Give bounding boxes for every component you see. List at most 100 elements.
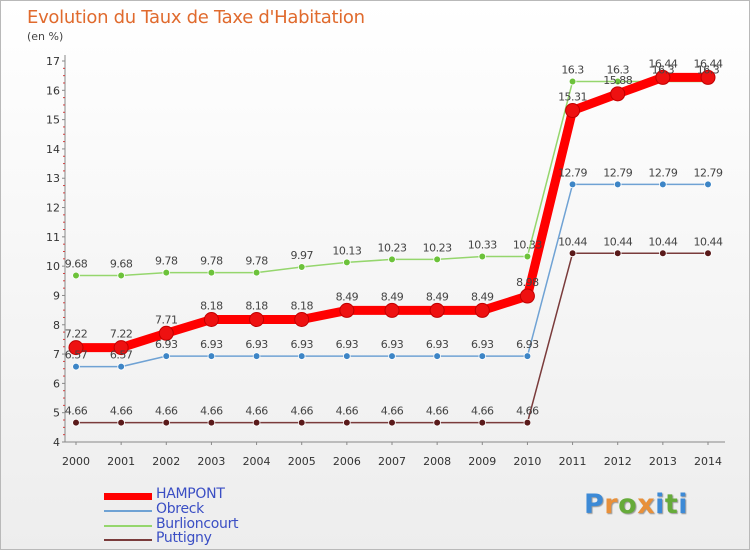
legend-swatch-burlioncourt [104,525,152,527]
x-tick-label: 2006 [333,455,361,468]
data-label-puttigny: 10.44 [603,235,632,248]
data-point-hampont [700,69,716,85]
x-tick-label: 2000 [62,455,90,468]
y-tick-label: 17 [46,55,60,68]
data-point-obreck [343,352,351,360]
data-point-hampont [655,69,671,85]
data-label-hampont: 7.22 [110,328,133,341]
legend-swatch-obreck [104,510,152,512]
data-point-obreck [117,362,125,371]
data-point-puttigny [343,418,351,427]
unit-label: (en %) [27,30,64,43]
data-label-puttigny: 4.66 [471,405,494,418]
data-point-puttigny [207,418,216,427]
data-point-puttigny [478,418,487,427]
y-tick-label: 10 [46,260,60,273]
data-label-hampont: 15.31 [558,91,587,104]
data-label-hampont: 7.71 [155,313,178,326]
x-tick-label: 2011 [559,455,587,468]
data-point-burlioncourt [297,263,306,271]
data-point-puttigny [72,418,80,427]
data-point-puttigny [388,418,396,427]
logo-letter: o [618,489,638,520]
x-tick-label: 2010 [513,455,541,468]
data-label-obreck: 6.57 [65,349,88,362]
y-tick-label: 13 [46,172,60,185]
chart-title: Evolution du Taux de Taxe d'Habitation [27,7,365,28]
data-point-puttigny [568,249,577,258]
data-label-obreck: 12.79 [694,166,723,179]
series-lines [68,69,716,427]
data-point-puttigny [613,249,622,258]
data-point-puttigny [297,418,306,427]
data-label-burlioncourt: 9.68 [65,258,88,271]
data-point-hampont [610,86,626,102]
data-point-hampont [429,302,445,318]
logo-letter: i [678,489,689,520]
y-tick-label: 6 [53,377,60,390]
x-tick-label: 2014 [694,455,722,468]
data-point-puttigny [523,418,532,427]
data-point-hampont [249,311,265,327]
data-label-obreck: 6.57 [110,349,133,362]
data-point-burlioncourt [388,255,396,264]
data-label-obreck: 6.93 [200,338,223,351]
data-label-burlioncourt: 10.33 [513,238,542,251]
data-label-burlioncourt: 10.33 [468,238,497,251]
logo-letter: i [655,489,665,520]
data-label-puttigny: 4.66 [336,405,359,418]
data-label-puttigny: 10.44 [558,235,587,248]
x-tick-label: 2013 [649,455,677,468]
legend-swatch-puttigny [104,539,152,541]
logo-letter: x [637,489,656,520]
data-point-hampont [158,325,174,341]
data-point-burlioncourt [433,255,441,264]
y-tick-label: 12 [46,202,60,215]
data-label-hampont: 16.44 [648,57,677,70]
legend-label-obreck: Obreck [156,501,204,517]
data-label-obreck: 6.93 [290,338,313,351]
data-point-hampont [294,311,310,327]
data-label-obreck: 6.93 [336,338,359,351]
series-puttigny [72,249,712,427]
data-point-hampont [474,302,490,318]
data-label-obreck: 6.93 [516,338,539,351]
series-obreck [72,180,712,371]
data-label-puttigny: 10.44 [694,235,723,248]
data-point-burlioncourt [343,258,351,267]
data-point-obreck [72,362,80,371]
x-tick-label: 2009 [468,455,496,468]
data-label-puttigny: 4.66 [110,405,133,418]
legend-label-hampont: HAMPONT [156,486,225,502]
data-point-puttigny [162,418,171,427]
data-label-obreck: 12.79 [558,166,587,179]
data-point-puttigny [659,249,667,258]
data-label-hampont: 8.49 [336,290,359,303]
data-label-puttigny: 4.66 [516,405,539,418]
x-tick-label: 2012 [604,455,632,468]
data-point-hampont [113,340,129,356]
data-label-hampont: 8.18 [200,299,223,312]
x-tick-label: 2008 [423,455,451,468]
data-label-obreck: 6.93 [381,338,404,351]
data-label-burlioncourt: 9.78 [245,255,268,268]
data-label-hampont: 8.49 [381,290,404,303]
data-label-puttigny: 4.66 [245,405,268,418]
data-label-burlioncourt: 10.23 [378,241,407,254]
data-label-obreck: 6.93 [155,338,178,351]
data-label-obreck: 12.79 [648,166,677,179]
data-label-burlioncourt: 9.97 [290,249,313,262]
x-tick-label: 2002 [152,455,180,468]
data-point-obreck [297,352,306,360]
data-label-obreck: 6.93 [426,338,449,351]
y-tick-label: 9 [53,289,60,302]
x-tick-label: 2003 [197,455,225,468]
data-label-obreck: 12.79 [603,166,632,179]
data-label-burlioncourt: 9.78 [200,255,223,268]
data-label-obreck: 6.93 [471,338,494,351]
data-label-burlioncourt: 10.23 [423,241,452,254]
data-label-puttigny: 10.44 [648,235,677,248]
data-point-burlioncourt [613,77,622,86]
y-tick-label: 11 [46,231,60,244]
data-point-burlioncourt [162,268,171,277]
